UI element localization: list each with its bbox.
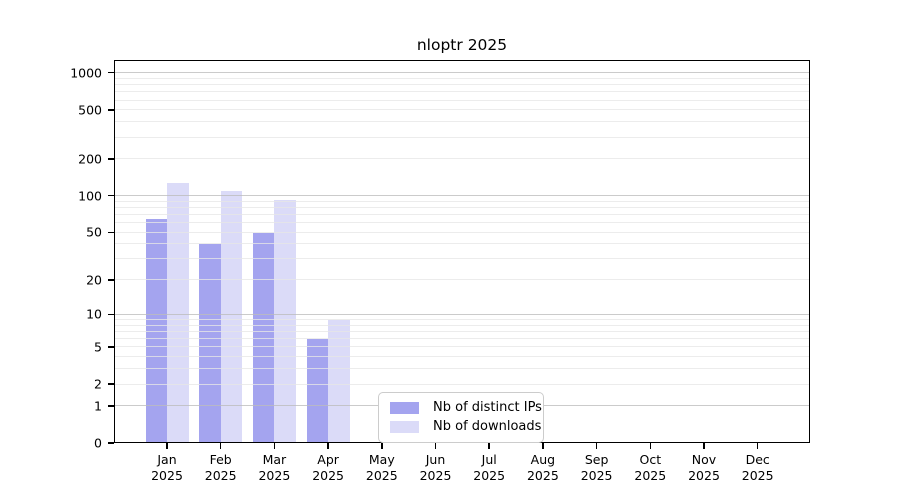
gridline-minor-400 [114,121,810,123]
gridline-minor-500 [114,109,810,111]
legend-swatch-distinct-ips [390,401,419,414]
legend-item-downloads: Nb of downloads [379,417,543,436]
gridline-minor-800 [114,84,810,86]
x-tick-dec [756,443,759,449]
y-tick-1000 [108,71,114,74]
gridline-minor-3 [114,368,810,370]
y-tick-label-50: 50 [86,224,102,240]
y-tick-2 [108,383,114,385]
y-tick-label-500: 500 [78,102,102,118]
y-tick-0 [108,442,114,444]
y-tick-label-2: 2 [94,376,102,392]
y-tick-20 [108,279,114,281]
x-tick-may [381,443,383,449]
gridline-minor-30 [114,258,810,260]
y-tick-100 [108,194,114,197]
plot-area [114,60,810,443]
y-tick-label-5: 5 [94,339,102,355]
x-axis: Jan 2025 Feb 2025 Mar 2025 Apr 2025 May 2025 Jun 20… [114,443,810,500]
bar-downloads-mar [274,200,296,443]
y-tick-label-0: 0 [94,435,102,451]
x-tick-nov [703,443,705,449]
bars-layer [114,60,810,443]
x-tick-label-sep: Sep 2025 [580,452,613,483]
gridline-minor-900 [114,77,810,79]
x-tick-label-dec: Dec 2025 [741,452,774,483]
x-tick-label-feb: Feb 2025 [204,452,237,483]
chart-title: nloptr 2025 [416,36,508,54]
bar-distinct-ips-apr [306,338,329,443]
gridline-minor-8 [114,324,810,326]
x-tick-mar [273,443,276,449]
gridline-minor-600 [114,99,810,101]
y-tick-10 [108,313,114,316]
bar-downloads-apr [328,319,350,443]
y-tick-500 [108,109,114,111]
x-tick-jun [434,443,437,449]
y-tick-label-200: 200 [78,151,102,167]
gridline-major-100 [114,195,810,197]
gridline-minor-40 [114,243,810,245]
gridline-minor-200 [114,158,810,160]
gridlines-layer [114,60,810,443]
bar-distinct-ips-mar [252,233,275,443]
x-tick-label-jun: Jun 2025 [419,452,452,483]
bar-downloads-feb [220,190,243,443]
x-tick-jan [166,443,168,449]
x-tick-label-apr: Apr 2025 [312,452,344,483]
gridline-major-10 [114,313,810,315]
x-tick-jul [488,443,490,449]
x-tick-label-mar: Mar 2025 [258,452,291,483]
gridline-minor-60 [114,222,810,224]
y-tick-label-100: 100 [78,188,102,204]
x-tick-label-jan: Jan 2025 [151,452,183,483]
gridline-minor-80 [114,206,810,208]
y-axis: 0 1 2 5 10 20 50 100 200 500 1000 [0,60,114,451]
x-tick-apr [327,443,329,449]
gridline-major-1000 [114,72,810,74]
gridline-minor-90 [114,200,810,202]
legend: Nb of distinct IPs Nb of downloads [378,392,544,443]
gridline-minor-9 [114,319,810,321]
x-tick-label-aug: Aug 2025 [526,452,559,483]
y-tick-label-1: 1 [94,398,102,414]
bar-downloads-jan [167,183,189,443]
gridline-minor-2 [114,383,810,385]
x-tick-label-may: May 2025 [365,452,398,483]
gridline-minor-7 [114,331,810,333]
y-tick-label-1000: 1000 [70,65,102,81]
x-tick-oct [649,443,652,449]
legend-label-downloads: Nb of downloads [433,419,542,434]
gridline-minor-700 [114,91,810,93]
gridline-minor-6 [114,338,810,340]
y-tick-label-20: 20 [86,272,102,288]
x-tick-label-oct: Oct 2025 [634,452,667,483]
legend-swatch-downloads [390,420,419,433]
gridline-minor-50 [114,231,810,233]
gridline-minor-5 [114,346,810,348]
x-tick-feb [219,443,222,449]
x-tick-label-nov: Nov 2025 [688,452,720,483]
legend-label-distinct-ips: Nb of distinct IPs [433,400,542,415]
gridline-minor-300 [114,136,810,138]
x-tick-label-jul: Jul 2025 [473,452,506,483]
y-tick-1 [108,405,114,407]
x-tick-sep [595,443,598,449]
x-tick-aug [542,443,544,449]
legend-item-distinct-ips: Nb of distinct IPs [379,398,543,417]
y-tick-50 [108,231,114,234]
gridline-minor-20 [114,279,810,281]
y-tick-label-10: 10 [86,306,102,322]
gridline-minor-70 [114,214,810,216]
bar-distinct-ips-feb [199,243,221,443]
y-tick-5 [108,346,114,348]
gridline-minor-4 [114,356,810,358]
y-tick-200 [108,158,114,160]
